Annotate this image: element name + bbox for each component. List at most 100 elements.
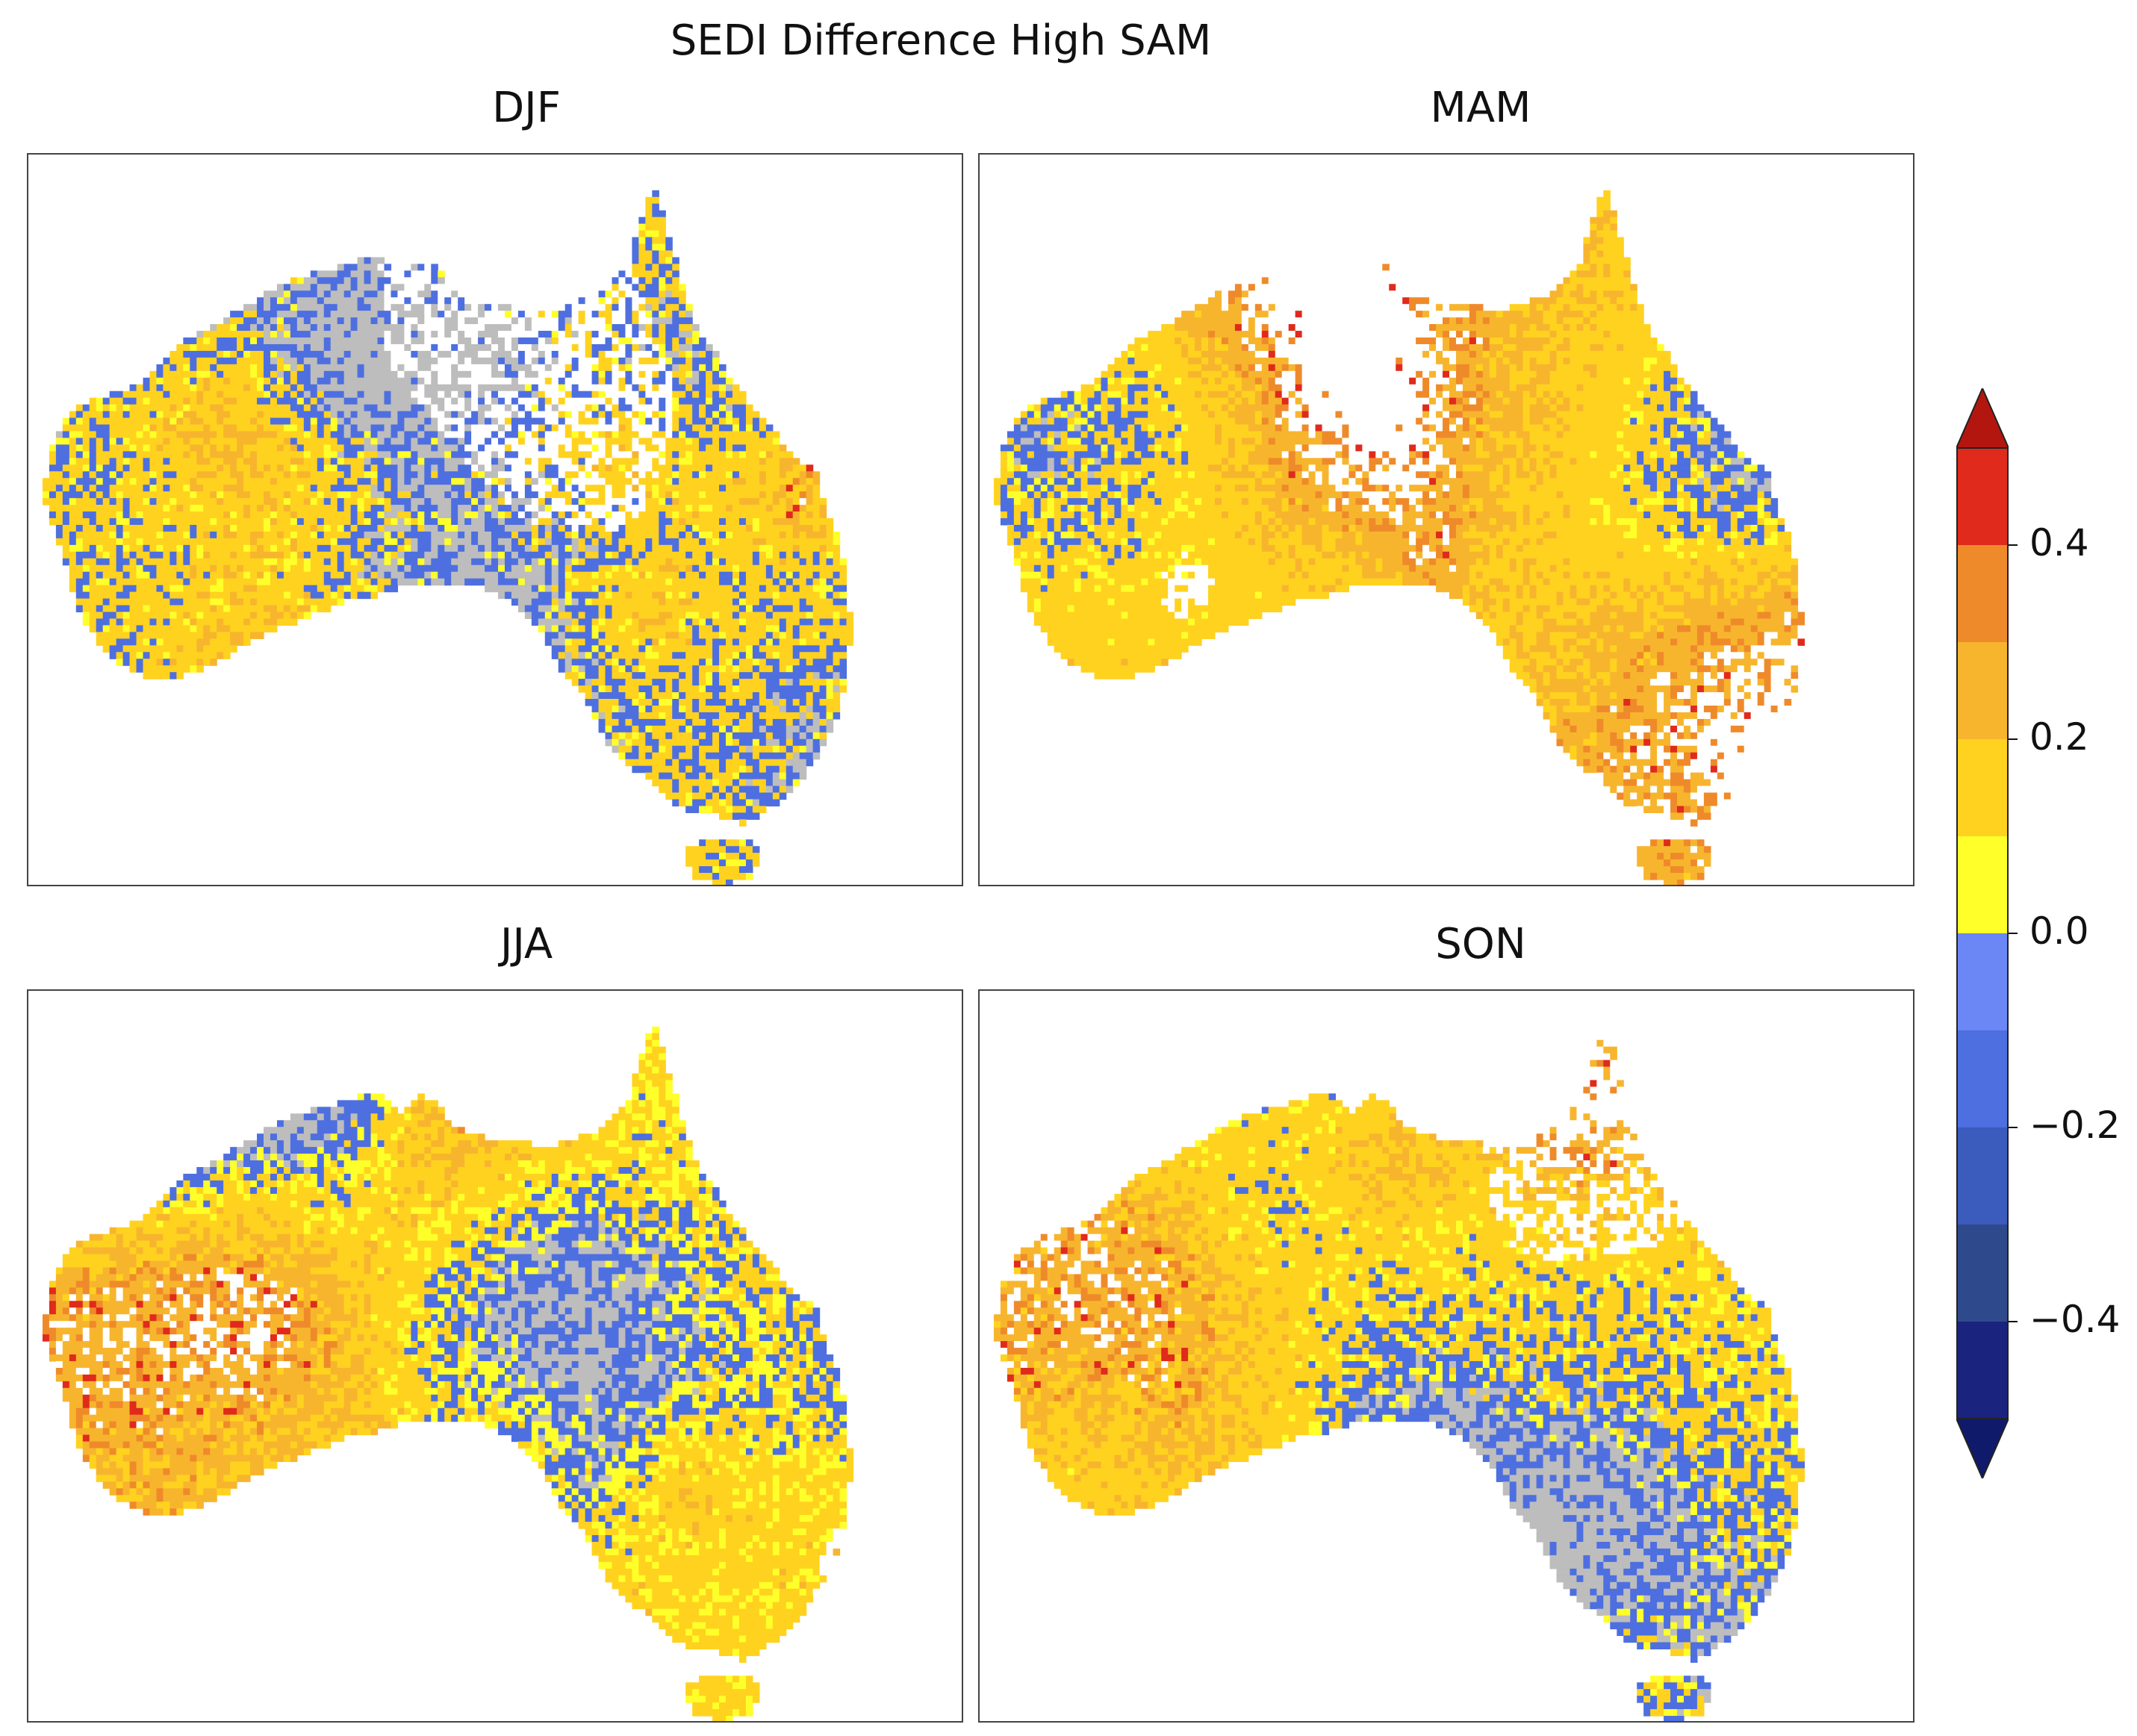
map-cell xyxy=(625,397,633,405)
map-cell xyxy=(497,585,506,593)
map-cell xyxy=(524,417,532,426)
map-cell xyxy=(759,605,767,613)
map-cell xyxy=(343,544,352,553)
map-cell xyxy=(712,505,720,512)
map-cell xyxy=(444,498,452,505)
map-cell xyxy=(772,471,780,479)
map-cell xyxy=(109,485,117,492)
map-cell xyxy=(531,397,539,405)
map-cell xyxy=(391,485,399,492)
map-cell xyxy=(377,531,385,539)
map-cell xyxy=(424,538,432,546)
map-cell xyxy=(504,324,512,332)
map-cell xyxy=(612,364,620,372)
map-cell xyxy=(571,458,579,465)
map-cell xyxy=(431,571,438,579)
map-cell xyxy=(431,290,438,298)
map-cell xyxy=(618,304,626,311)
map-cell xyxy=(143,518,151,526)
map-cell xyxy=(524,558,532,566)
map-cell xyxy=(122,591,131,600)
map-cell xyxy=(370,458,379,465)
map-cell xyxy=(303,612,311,620)
map-cell xyxy=(719,438,727,446)
map-cell xyxy=(765,598,774,606)
map-cell xyxy=(438,411,445,419)
map-cell xyxy=(109,471,117,479)
map-cell xyxy=(538,524,546,532)
map-cell xyxy=(417,478,425,485)
map-cell xyxy=(544,524,553,532)
map-cell xyxy=(250,377,258,385)
map-cell xyxy=(517,411,526,419)
map-cell xyxy=(659,564,666,573)
map-cell xyxy=(524,331,532,338)
map-cell xyxy=(270,317,278,325)
map-cell xyxy=(712,350,720,358)
map-cell xyxy=(564,578,573,586)
map-cell xyxy=(75,605,84,613)
map-cell xyxy=(591,458,600,465)
map-cell xyxy=(243,370,251,379)
map-cell xyxy=(726,585,733,593)
map-cell xyxy=(163,464,170,472)
map-cell xyxy=(665,304,673,311)
map-cell xyxy=(846,612,854,620)
map-cell xyxy=(217,485,224,492)
map-cell xyxy=(692,558,700,566)
map-cell xyxy=(591,578,600,586)
map-cell xyxy=(337,531,345,539)
map-cell xyxy=(551,485,559,492)
map-cell xyxy=(625,558,633,566)
map-cell xyxy=(497,364,506,372)
map-cell xyxy=(585,444,593,452)
map-cell xyxy=(404,511,411,519)
map-cell xyxy=(578,438,586,446)
map-cell xyxy=(504,471,512,479)
map-cell xyxy=(679,544,686,553)
map-cell xyxy=(765,564,774,573)
map-cell xyxy=(732,598,740,606)
map-cell xyxy=(712,377,720,385)
map-cell xyxy=(163,598,170,606)
map-cell xyxy=(551,505,559,512)
map-cell xyxy=(598,377,606,385)
map-cell xyxy=(257,424,264,432)
map-cell xyxy=(96,424,104,432)
map-cell xyxy=(323,505,332,512)
map-cell xyxy=(451,391,458,399)
map-cell xyxy=(538,498,546,505)
map-cell xyxy=(458,505,465,512)
map-cell xyxy=(417,498,425,505)
map-cell xyxy=(276,417,284,426)
map-cell xyxy=(538,370,546,379)
map-cell xyxy=(826,558,834,566)
map-cell xyxy=(183,451,190,458)
map-cell xyxy=(62,518,70,526)
map-cell xyxy=(738,564,747,573)
map-cell xyxy=(176,612,184,620)
map-cell xyxy=(116,397,124,405)
map-cell xyxy=(370,311,379,318)
map-cell xyxy=(738,464,747,472)
map-cell xyxy=(612,478,620,485)
map-cell xyxy=(102,458,111,465)
map-cell xyxy=(464,538,472,546)
map-cell xyxy=(799,544,807,553)
map-cell xyxy=(203,444,211,452)
map-cell xyxy=(250,491,258,499)
map-cell xyxy=(531,564,539,573)
map-cell xyxy=(738,578,747,586)
map-cell xyxy=(672,411,679,419)
map-cell xyxy=(310,304,318,311)
map-cell xyxy=(129,591,137,600)
map-cell xyxy=(792,612,800,620)
map-cell xyxy=(109,478,117,485)
map-cell xyxy=(591,377,600,385)
map-cell xyxy=(726,531,733,539)
map-cell xyxy=(679,311,686,318)
map-cell xyxy=(632,491,639,499)
map-cell xyxy=(163,471,170,479)
map-cell xyxy=(451,558,458,566)
map-cell xyxy=(122,404,131,412)
